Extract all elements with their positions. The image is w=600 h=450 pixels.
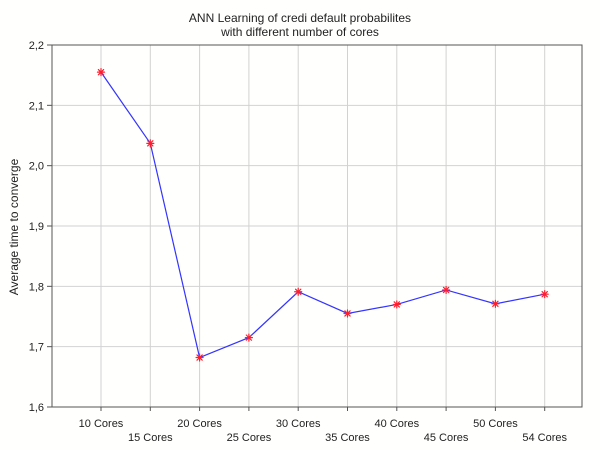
data-point-0-8 — [491, 299, 500, 308]
marker-stroke-0-0-3 — [97, 68, 105, 76]
x-tick-label-9: 54 Cores — [522, 432, 567, 444]
x-tick-label-3: 25 Cores — [227, 432, 272, 444]
data-point-0-4 — [294, 287, 303, 296]
data-point-0-9 — [540, 290, 549, 299]
x-tick-label-1: 15 Cores — [128, 432, 173, 444]
x-tick-label-6: 40 Cores — [374, 418, 419, 430]
marker-stroke-0-4-3 — [294, 288, 302, 295]
data-point-0-0 — [96, 68, 106, 77]
data-point-0-5 — [343, 309, 352, 318]
y-tick-label-1: 1,7 — [29, 342, 44, 354]
y-tick-label-4: 2,0 — [29, 161, 44, 173]
y-tick-label-2: 1,8 — [29, 281, 44, 293]
data-point-0-7 — [442, 285, 451, 295]
marker-stroke-0-9-3 — [541, 290, 548, 298]
marker-stroke-0-1-3 — [147, 140, 154, 147]
x-tick-label-8: 50 Cores — [473, 418, 518, 430]
series-group — [96, 68, 549, 362]
data-point-0-6 — [392, 300, 401, 309]
x-tick-label-5: 35 Cores — [325, 432, 370, 444]
marker-stroke-0-7-3 — [442, 286, 450, 294]
chart-title-line-1: ANN Learning of credi default probabilit… — [189, 11, 411, 25]
y-tick-label-5: 2,1 — [29, 100, 44, 112]
marker-stroke-0-5-3 — [344, 310, 351, 317]
y-tick-label-0: 1,6 — [29, 402, 44, 414]
x-tick-label-0: 10 Cores — [79, 418, 124, 430]
x-tick-label-4: 30 Cores — [276, 418, 321, 430]
y-tick-label-3: 1,9 — [29, 221, 44, 233]
x-tick-label-2: 20 Cores — [177, 418, 222, 430]
x-tick-labels: 10 Cores 15 Cores 20 Cores 25 Cores 30 Cores… — [79, 407, 568, 444]
data-point-0-1 — [146, 139, 155, 148]
grid-lines — [52, 44, 582, 408]
y-tick-label-6: 2,2 — [29, 40, 44, 52]
data-point-0-3 — [244, 333, 253, 342]
chart-title-line-2: with different number of cores — [220, 25, 379, 39]
x-tick-label-7: 45 Cores — [424, 432, 469, 444]
y-axis-label: Average time to converge — [7, 158, 21, 295]
series-line-0 — [100, 71, 545, 359]
marker-stroke-0-6-3 — [393, 301, 401, 308]
data-point-0-2 — [195, 353, 204, 362]
marker-stroke-0-8-3 — [492, 300, 499, 308]
marker-stroke-0-2-3 — [196, 354, 203, 361]
marker-stroke-0-3-3 — [245, 334, 253, 341]
y-tick-labels: 1,6 1,7 1,8 1,9 2,0 2,1 2,2 — [29, 40, 52, 414]
